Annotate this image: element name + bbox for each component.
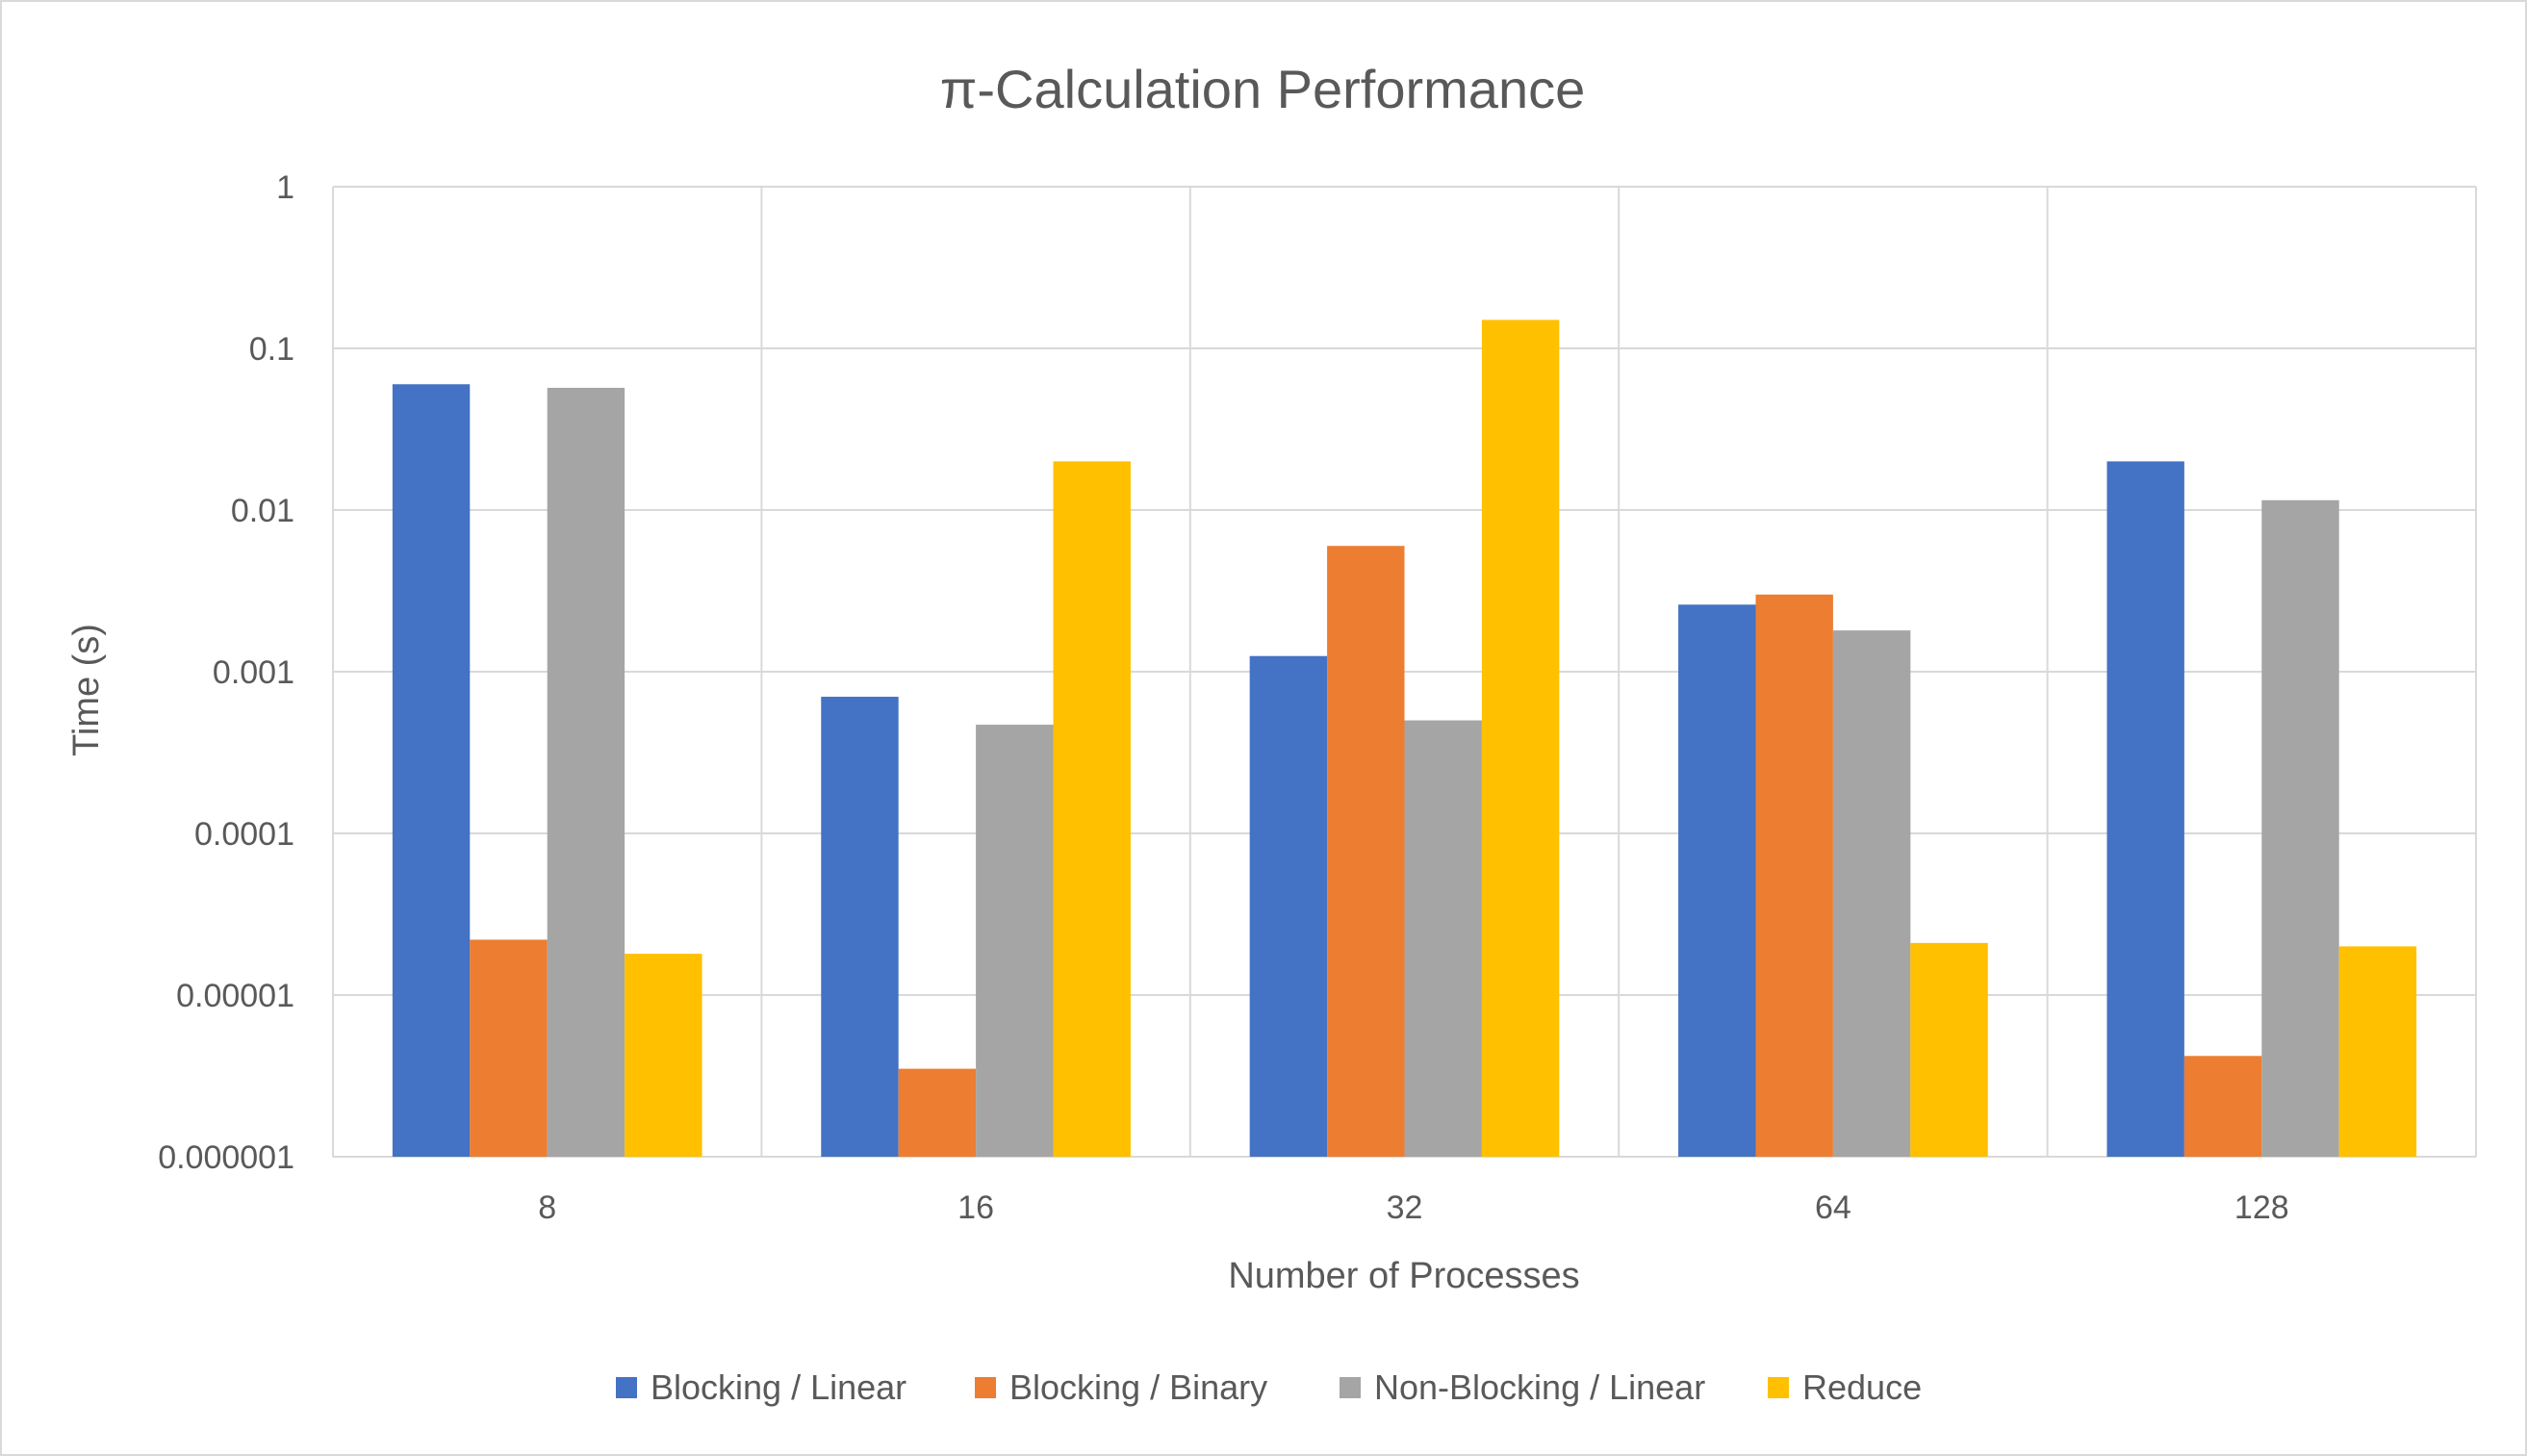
bar (1481, 319, 1560, 1158)
bar (2106, 461, 2184, 1157)
bar (2183, 1056, 2262, 1157)
bar (1910, 942, 1988, 1157)
legend-swatch (616, 1377, 637, 1398)
legend-swatch (975, 1377, 996, 1398)
bar (470, 939, 548, 1157)
bar (2338, 946, 2417, 1157)
bar (976, 725, 1054, 1157)
x-tick-label: 128 (2234, 1189, 2289, 1226)
bar (821, 697, 899, 1157)
legend-label: Reduce (1802, 1367, 1922, 1407)
x-tick-label: 32 (1387, 1189, 1423, 1226)
chart-title: π-Calculation Performance (940, 59, 1585, 119)
bar (898, 1068, 977, 1157)
legend-swatch (1768, 1377, 1789, 1398)
bar (625, 954, 702, 1157)
legend-label: Blocking / Linear (651, 1367, 906, 1407)
bar (547, 388, 625, 1157)
y-axis-ticks: 1 0.1 0.01 0.001 0.0001 0.00001 0.000001 (158, 169, 294, 1176)
legend-label: Non-Blocking / Linear (1374, 1367, 1705, 1407)
y-tick-label: 0.01 (231, 493, 294, 529)
bar (1053, 461, 1131, 1157)
x-axis-ticks: 8 16 32 64 128 (538, 1189, 2288, 1226)
legend-label: Blocking / Binary (1009, 1367, 1267, 1407)
x-axis-title: Number of Processes (1228, 1256, 1579, 1296)
bar (1327, 546, 1405, 1157)
y-tick-label: 0.1 (249, 331, 294, 368)
bar (1832, 630, 1911, 1157)
y-tick-label: 0.000001 (158, 1139, 294, 1176)
y-tick-label: 0.00001 (176, 978, 294, 1014)
legend-swatch (1340, 1377, 1361, 1398)
bars (392, 319, 2417, 1158)
y-tick-label: 1 (276, 169, 294, 206)
y-tick-label: 0.001 (213, 654, 294, 691)
bar (2261, 499, 2339, 1157)
x-tick-label: 64 (1815, 1189, 1851, 1226)
bar (1249, 655, 1328, 1157)
bar (1404, 720, 1482, 1157)
bar (1755, 594, 1833, 1157)
x-tick-label: 16 (957, 1189, 994, 1226)
y-tick-label: 0.0001 (194, 816, 294, 853)
y-axis-title: Time (s) (66, 624, 107, 756)
x-tick-label: 8 (538, 1189, 556, 1226)
legend: Blocking / Linear Blocking / Binary Non-Bl… (616, 1367, 1922, 1407)
bar (392, 384, 471, 1157)
bar (1678, 604, 1756, 1157)
